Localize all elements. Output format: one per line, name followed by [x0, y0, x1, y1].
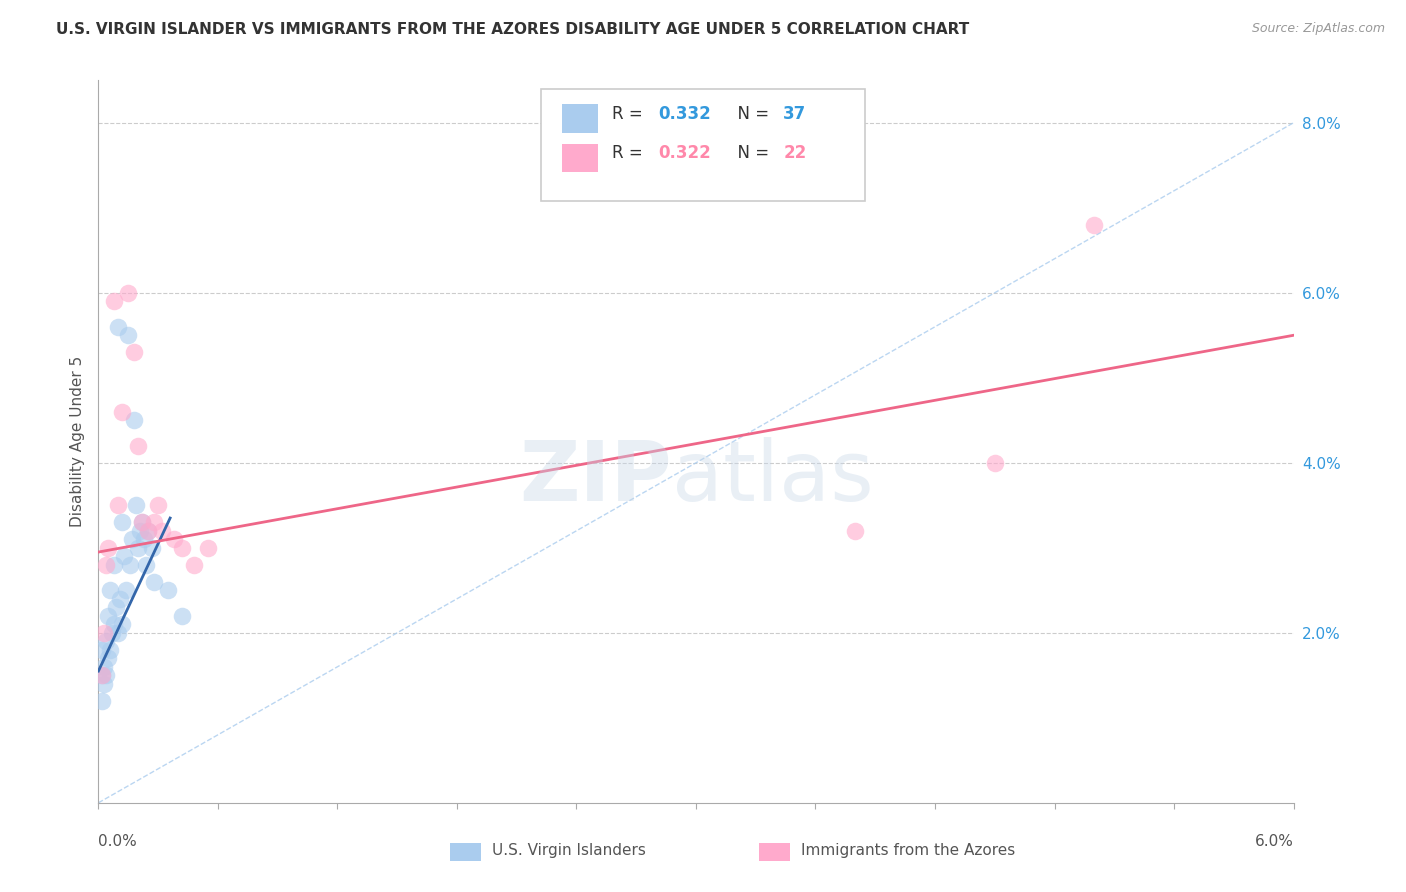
Point — [143, 574, 166, 589]
Text: N =: N = — [727, 105, 775, 123]
Point — [120, 558, 142, 572]
Point — [97, 541, 120, 555]
Point — [134, 533, 156, 547]
Point — [127, 439, 149, 453]
Text: N =: N = — [727, 145, 775, 162]
Text: 22: 22 — [783, 145, 807, 162]
Point — [117, 328, 139, 343]
Point — [844, 524, 866, 538]
Point — [136, 524, 159, 538]
Point — [163, 533, 186, 547]
Text: R =: R = — [612, 105, 648, 123]
Point — [148, 498, 170, 512]
Point — [183, 558, 205, 572]
Point — [111, 405, 134, 419]
Point — [105, 600, 128, 615]
Point — [93, 660, 115, 674]
Text: U.S. Virgin Islanders: U.S. Virgin Islanders — [492, 843, 645, 857]
Point — [97, 651, 120, 665]
Point — [131, 516, 153, 530]
Text: Source: ZipAtlas.com: Source: ZipAtlas.com — [1251, 22, 1385, 36]
Point — [96, 634, 118, 648]
Point — [98, 642, 122, 657]
Point — [129, 524, 152, 538]
Point — [172, 608, 194, 623]
Text: 0.332: 0.332 — [658, 105, 711, 123]
Point — [101, 625, 124, 640]
Text: 0.322: 0.322 — [658, 145, 711, 162]
Text: U.S. VIRGIN ISLANDER VS IMMIGRANTS FROM THE AZORES DISABILITY AGE UNDER 5 CORREL: U.S. VIRGIN ISLANDER VS IMMIGRANTS FROM … — [56, 22, 970, 37]
Text: 6.0%: 6.0% — [1254, 834, 1294, 849]
Point — [91, 668, 114, 682]
Point — [93, 677, 115, 691]
Point — [93, 625, 115, 640]
Point — [103, 558, 125, 572]
Point — [1083, 218, 1105, 232]
Point — [115, 583, 138, 598]
Point — [197, 541, 219, 555]
Point — [96, 558, 118, 572]
Point — [103, 294, 125, 309]
Point — [150, 524, 173, 538]
Text: 37: 37 — [783, 105, 807, 123]
Point — [121, 533, 143, 547]
Point — [125, 498, 148, 512]
Y-axis label: Disability Age Under 5: Disability Age Under 5 — [69, 356, 84, 527]
Point — [157, 583, 180, 598]
Point — [107, 625, 129, 640]
Text: ZIP: ZIP — [520, 437, 672, 518]
Text: atlas: atlas — [672, 437, 873, 518]
Point — [117, 285, 139, 300]
Point — [110, 591, 132, 606]
Point — [96, 668, 118, 682]
Text: Immigrants from the Azores: Immigrants from the Azores — [801, 843, 1015, 857]
Point — [124, 345, 146, 359]
Point — [124, 413, 146, 427]
Point — [91, 694, 114, 708]
Point — [91, 668, 114, 682]
Point — [107, 498, 129, 512]
Point — [131, 516, 153, 530]
Point — [143, 516, 166, 530]
Point — [141, 541, 163, 555]
Point — [103, 617, 125, 632]
Point — [127, 541, 149, 555]
Point — [98, 583, 122, 598]
Text: 0.0%: 0.0% — [98, 834, 138, 849]
Text: R =: R = — [612, 145, 648, 162]
Point — [136, 524, 159, 538]
Point — [91, 642, 114, 657]
Point — [111, 516, 134, 530]
Point — [97, 608, 120, 623]
Point — [984, 456, 1007, 470]
Point — [107, 319, 129, 334]
Point — [172, 541, 194, 555]
Point — [112, 549, 135, 564]
Point — [135, 558, 157, 572]
Point — [111, 617, 134, 632]
